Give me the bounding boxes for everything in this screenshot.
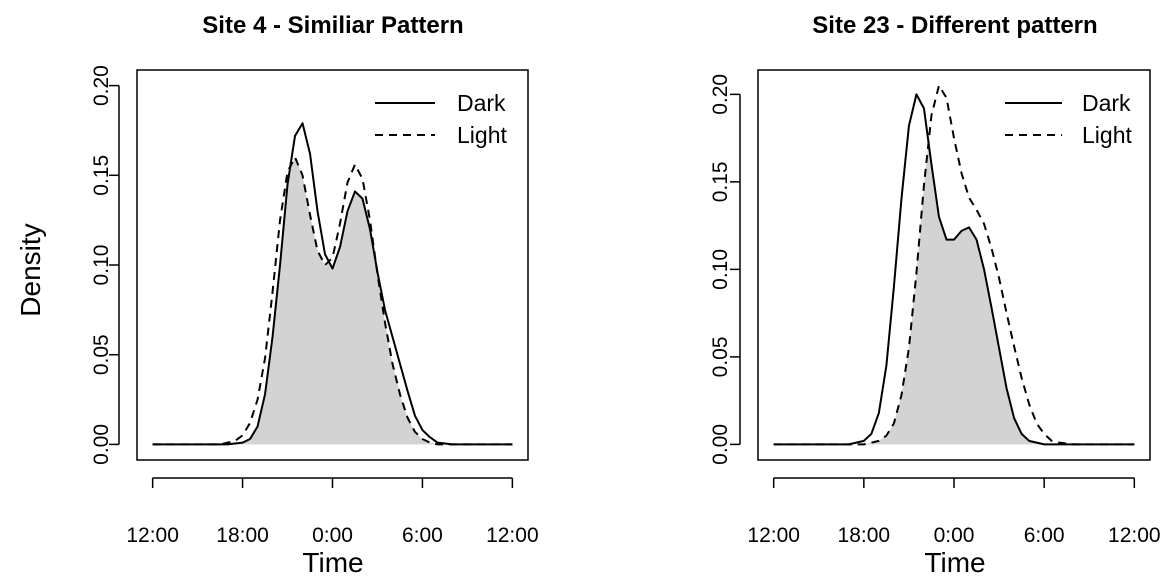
plot-area: 12:00 18:00 0:00 6:00 12:00 0.00 0.05 0.10 0.15 0…: [709, 69, 1161, 547]
y-axis-label: Density: [15, 223, 46, 316]
y-tick-label: 0.05: [709, 336, 732, 377]
x-tick-label: 0:00: [934, 524, 975, 547]
chart-panel-site-4: Site 4 - Similiar Pattern Time 12:00 18:0…: [90, 12, 539, 578]
legend: Dark Light: [375, 90, 507, 148]
y-tick-label: 0.15: [90, 155, 113, 196]
y-tick-label: 0.05: [90, 334, 113, 375]
x-tick-label: 0:00: [312, 524, 353, 547]
x-tick-label: 12:00: [747, 524, 800, 547]
series-line-light: [152, 156, 513, 446]
x-tick-label: 12:00: [1108, 524, 1161, 547]
legend-label-light: Light: [457, 122, 507, 148]
x-tick-label: 12:00: [126, 524, 179, 547]
legend-label-dark: Dark: [1082, 90, 1131, 116]
x-tick-label: 18:00: [838, 524, 891, 547]
series-line-dark: [773, 93, 1135, 446]
chart-title: Site 23 - Different pattern: [812, 12, 1097, 39]
overlap-area: [152, 157, 513, 445]
x-tick-label: 18:00: [216, 524, 269, 547]
legend-label-dark: Dark: [457, 90, 506, 116]
y-tick-label: 0.00: [90, 424, 113, 465]
chart-title: Site 4 - Similiar Pattern: [202, 12, 463, 39]
y-tick-label: 0.10: [90, 245, 113, 286]
x-axis-label: Time: [924, 547, 985, 578]
y-tick-label: 0.15: [709, 161, 732, 202]
chart-panel-site-23: Site 23 - Different pattern Time 12:00 18…: [709, 12, 1161, 578]
x-tick-label: 6:00: [402, 524, 443, 547]
x-tick-label: 12:00: [486, 524, 539, 547]
legend: Dark Light: [1005, 90, 1132, 148]
legend-label-light: Light: [1082, 122, 1132, 148]
overlap-area: [773, 143, 1135, 445]
plot-frame: [757, 69, 1151, 461]
series-line-light: [773, 84, 1135, 446]
y-tick-label: 0.20: [709, 74, 732, 115]
x-axis-label: Time: [302, 547, 363, 578]
x-tick-label: 6:00: [1024, 524, 1065, 547]
plot-frame: [136, 69, 529, 461]
y-tick-label: 0.00: [709, 424, 732, 465]
y-tick-label: 0.20: [90, 65, 113, 106]
plot-area: 12:00 18:00 0:00 6:00 12:00 0.00 0.05 0.10 0.15 0…: [90, 65, 539, 547]
y-tick-label: 0.10: [709, 249, 732, 290]
series-line-dark: [152, 122, 513, 446]
